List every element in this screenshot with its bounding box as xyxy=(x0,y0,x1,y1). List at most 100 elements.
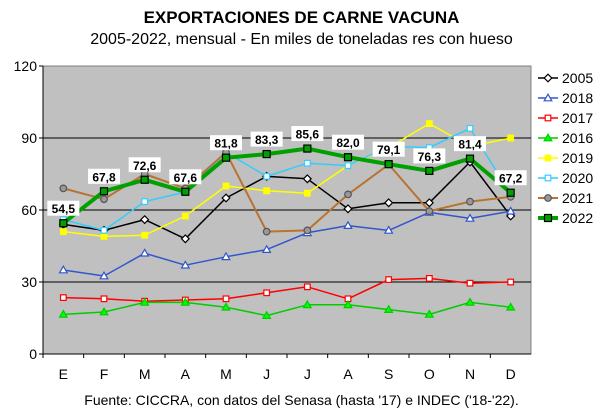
legend-item: 2018 xyxy=(538,90,593,106)
data-label-box xyxy=(47,200,80,216)
x-tick-label: O xyxy=(424,366,435,382)
x-tick-label: M xyxy=(139,366,151,382)
data-point xyxy=(181,187,190,196)
x-tick-label: N xyxy=(465,366,475,382)
axes: 0 30 60 90 120 E F M A M J J A S O N D xyxy=(14,58,531,382)
legend-item: 2020 xyxy=(538,170,593,186)
legend-label: 2017 xyxy=(562,110,593,126)
data-point xyxy=(507,278,515,286)
x-tick-label: S xyxy=(384,366,393,382)
data-point xyxy=(343,299,353,309)
legend-label: 2018 xyxy=(562,90,593,106)
legend-marker xyxy=(544,114,552,122)
data-point xyxy=(221,302,231,311)
data-point xyxy=(59,228,67,236)
data-label: 67,8 xyxy=(92,170,116,184)
x-tick-label: D xyxy=(506,366,516,382)
data-label-box xyxy=(332,134,364,150)
data-point xyxy=(100,195,108,204)
data-point xyxy=(140,175,149,184)
data-point xyxy=(384,198,394,208)
legend-marker xyxy=(543,73,553,83)
data-label-box xyxy=(372,141,405,157)
data-label: 81,4 xyxy=(458,138,482,152)
data-label-box xyxy=(494,170,527,186)
y-tick-label: 0 xyxy=(29,346,37,362)
data-point xyxy=(261,310,272,319)
data-label: 82,0 xyxy=(336,136,360,150)
data-point xyxy=(303,144,312,153)
data-point xyxy=(424,309,435,318)
data-point xyxy=(303,159,311,167)
data-label: 85,6 xyxy=(296,128,320,142)
data-point xyxy=(466,279,474,287)
data-point xyxy=(222,295,230,303)
x-tick-label: E xyxy=(59,366,68,382)
data-point xyxy=(99,187,109,196)
data-label-box xyxy=(413,148,446,164)
data-point xyxy=(58,309,69,318)
data-point xyxy=(383,225,394,234)
legend-label: 2022 xyxy=(562,210,593,226)
data-point xyxy=(99,270,109,280)
series-lines xyxy=(58,120,516,319)
legend-marker xyxy=(543,132,553,142)
data-label: 54,5 xyxy=(52,202,76,216)
data-point xyxy=(384,160,393,169)
data-point xyxy=(180,260,191,269)
data-point xyxy=(302,299,313,309)
legend-marker xyxy=(544,174,552,182)
series-line xyxy=(63,127,512,232)
legend-label: 2021 xyxy=(562,190,593,206)
data-label: 81,8 xyxy=(214,137,238,151)
data-label: 79,1 xyxy=(377,143,401,157)
legend-marker xyxy=(543,213,553,223)
data-point xyxy=(303,283,311,291)
legend-label: 2016 xyxy=(562,130,593,146)
data-point xyxy=(100,295,108,303)
data-point xyxy=(141,231,149,239)
series-line xyxy=(63,210,511,277)
x-tick-label: F xyxy=(100,366,109,382)
data-labels: 54,5 67,8 72,6 67,6 81,8 83,3 85,6 82,0 79,1 76,3… xyxy=(47,126,527,216)
data-label: 67,6 xyxy=(174,171,198,185)
data-point xyxy=(261,244,272,253)
legend-item: 2005 xyxy=(538,70,593,86)
data-point xyxy=(383,304,394,313)
series-2016 xyxy=(58,297,516,319)
data-point xyxy=(222,182,230,190)
data-point xyxy=(385,276,393,283)
data-point xyxy=(507,134,515,142)
data-point xyxy=(58,264,69,274)
data-point xyxy=(139,297,150,306)
data-point xyxy=(140,214,150,225)
x-tick-label: A xyxy=(181,366,191,382)
legend-item: 2016 xyxy=(538,130,593,146)
data-point xyxy=(180,297,191,306)
data-point xyxy=(59,184,68,193)
y-tick-label: 90 xyxy=(21,130,37,146)
data-label-box xyxy=(88,168,120,184)
data-point xyxy=(465,213,475,222)
data-label: 83,3 xyxy=(255,133,279,147)
series-line xyxy=(63,301,511,317)
data-point xyxy=(505,206,516,215)
data-label-box xyxy=(128,157,161,173)
y-tick-label: 120 xyxy=(14,58,38,74)
data-label-box xyxy=(210,135,242,151)
legend-item: 2017 xyxy=(538,110,593,126)
data-point xyxy=(139,248,150,257)
data-point xyxy=(466,124,474,132)
chart-subtitle: 2005-2022, mensual - En miles de tonelad… xyxy=(90,31,513,48)
series-line xyxy=(63,277,511,302)
data-point xyxy=(425,207,434,216)
data-point xyxy=(425,166,434,175)
data-point xyxy=(424,198,434,208)
data-point xyxy=(221,153,231,162)
x-tick-label: J xyxy=(304,366,311,382)
x-tick-label: A xyxy=(343,366,353,382)
data-point xyxy=(262,149,271,159)
data-point xyxy=(343,204,353,214)
data-point xyxy=(59,219,68,228)
